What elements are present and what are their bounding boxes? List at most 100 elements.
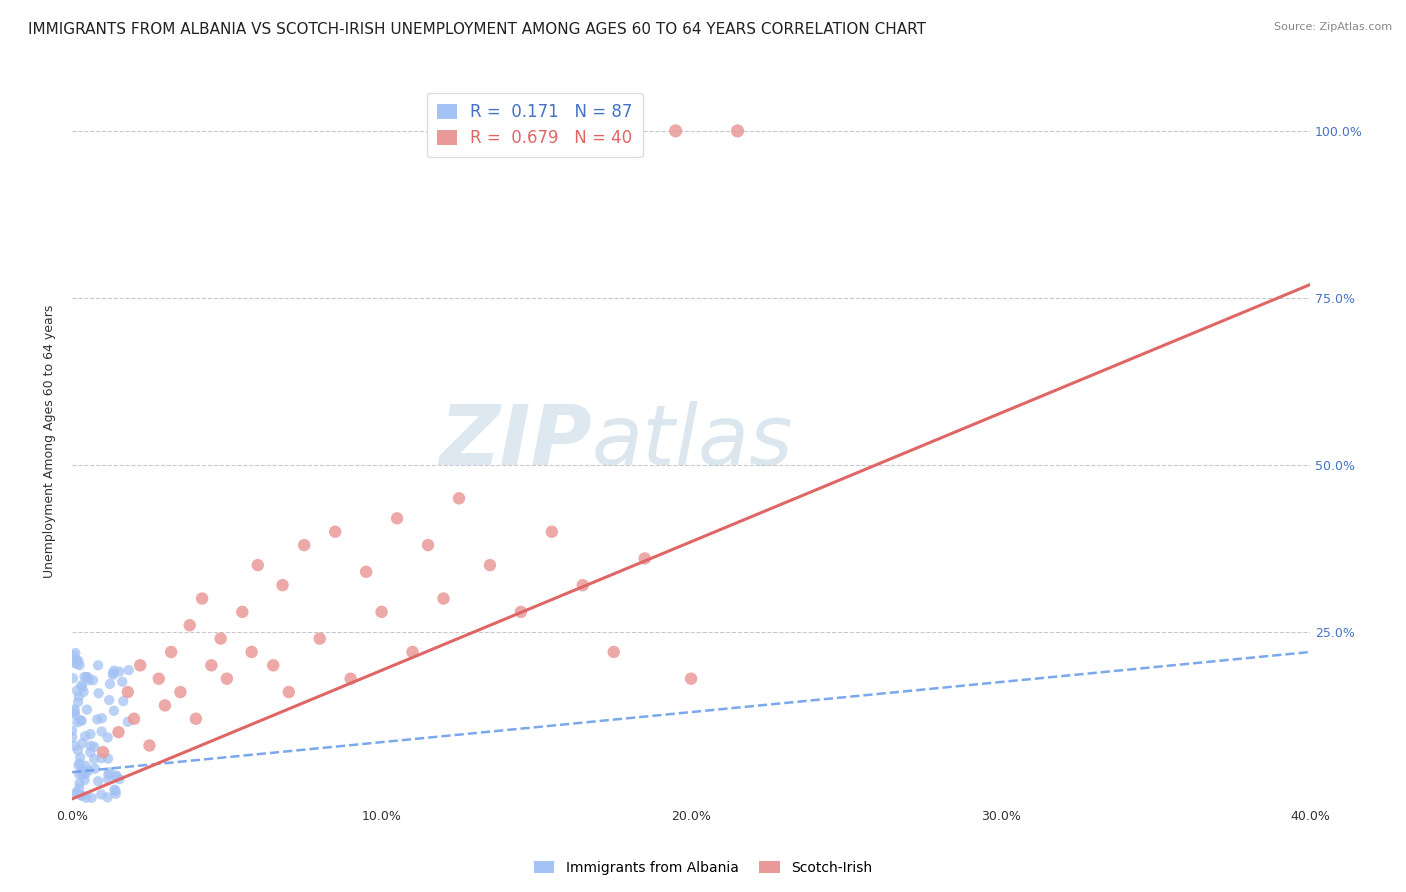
- Point: [385, 511, 408, 525]
- Point: [83, 752, 105, 766]
- Point: [112, 694, 135, 708]
- Point: [60, 723, 83, 738]
- Point: [76, 670, 98, 684]
- Point: [69, 756, 91, 771]
- Point: [101, 667, 124, 681]
- Point: [70, 679, 93, 693]
- Point: [75, 767, 97, 781]
- Point: [292, 538, 315, 552]
- Point: [148, 672, 170, 686]
- Point: [66, 657, 89, 671]
- Point: [63, 739, 86, 753]
- Point: [118, 663, 141, 677]
- Text: Source: ZipAtlas.com: Source: ZipAtlas.com: [1274, 22, 1392, 32]
- Point: [200, 658, 222, 673]
- Point: [509, 605, 531, 619]
- Point: [75, 790, 97, 805]
- Point: [432, 591, 454, 606]
- Point: [66, 683, 89, 698]
- Point: [67, 690, 90, 704]
- Point: [111, 674, 134, 689]
- Point: [67, 695, 90, 709]
- Point: [103, 782, 125, 797]
- Point: [447, 491, 470, 506]
- Point: [97, 772, 120, 787]
- Point: [87, 686, 110, 700]
- Point: [184, 712, 207, 726]
- Point: [129, 658, 152, 673]
- Point: [76, 670, 98, 684]
- Text: IMMIGRANTS FROM ALBANIA VS SCOTCH-IRISH UNEMPLOYMENT AMONG AGES 60 TO 64 YEARS C: IMMIGRANTS FROM ALBANIA VS SCOTCH-IRISH …: [28, 22, 927, 37]
- Point: [101, 665, 124, 680]
- Point: [122, 712, 145, 726]
- Point: [665, 124, 688, 138]
- Point: [73, 670, 96, 684]
- Point: [108, 772, 131, 786]
- Point: [79, 745, 101, 759]
- Point: [73, 773, 96, 788]
- Point: [84, 762, 107, 776]
- Point: [70, 767, 93, 781]
- Point: [104, 787, 127, 801]
- Point: [72, 736, 94, 750]
- Point: [75, 759, 97, 773]
- Point: [69, 776, 91, 790]
- Point: [97, 790, 120, 805]
- Point: [103, 704, 125, 718]
- Point: [215, 672, 238, 686]
- Text: ZIP: ZIP: [440, 401, 592, 482]
- Point: [87, 774, 110, 789]
- Point: [108, 665, 131, 679]
- Point: [82, 673, 104, 688]
- Point: [63, 656, 86, 670]
- Point: [323, 524, 346, 539]
- Point: [169, 685, 191, 699]
- Point: [70, 789, 93, 803]
- Point: [63, 705, 86, 719]
- Text: atlas: atlas: [592, 401, 794, 482]
- Point: [138, 739, 160, 753]
- Point: [370, 605, 392, 619]
- Point: [60, 730, 83, 744]
- Point: [160, 645, 183, 659]
- Point: [191, 591, 214, 606]
- Point: [80, 739, 103, 753]
- Point: [65, 787, 87, 801]
- Point: [65, 785, 87, 799]
- Point: [62, 648, 84, 663]
- Point: [70, 789, 93, 803]
- Point: [117, 685, 139, 699]
- Point: [98, 765, 121, 780]
- Point: [98, 693, 121, 707]
- Point: [117, 714, 139, 729]
- Point: [246, 558, 269, 573]
- Point: [354, 565, 377, 579]
- Point: [66, 743, 89, 757]
- Point: [83, 739, 105, 754]
- Point: [262, 658, 284, 673]
- Point: [153, 698, 176, 713]
- Point: [66, 715, 89, 730]
- Point: [271, 578, 294, 592]
- Point: [77, 673, 100, 688]
- Point: [97, 768, 120, 782]
- Point: [105, 768, 128, 782]
- Point: [65, 653, 87, 667]
- Point: [90, 788, 112, 802]
- Point: [401, 645, 423, 659]
- Point: [65, 646, 87, 660]
- Point: [478, 558, 501, 573]
- Point: [634, 551, 657, 566]
- Point: [67, 654, 90, 668]
- Point: [87, 658, 110, 673]
- Point: [63, 707, 86, 722]
- Point: [104, 784, 127, 798]
- Point: [69, 750, 91, 764]
- Point: [62, 671, 84, 685]
- Point: [681, 672, 703, 686]
- Point: [90, 724, 112, 739]
- Point: [540, 524, 562, 539]
- Point: [277, 685, 299, 699]
- Point: [69, 714, 91, 728]
- Point: [79, 727, 101, 741]
